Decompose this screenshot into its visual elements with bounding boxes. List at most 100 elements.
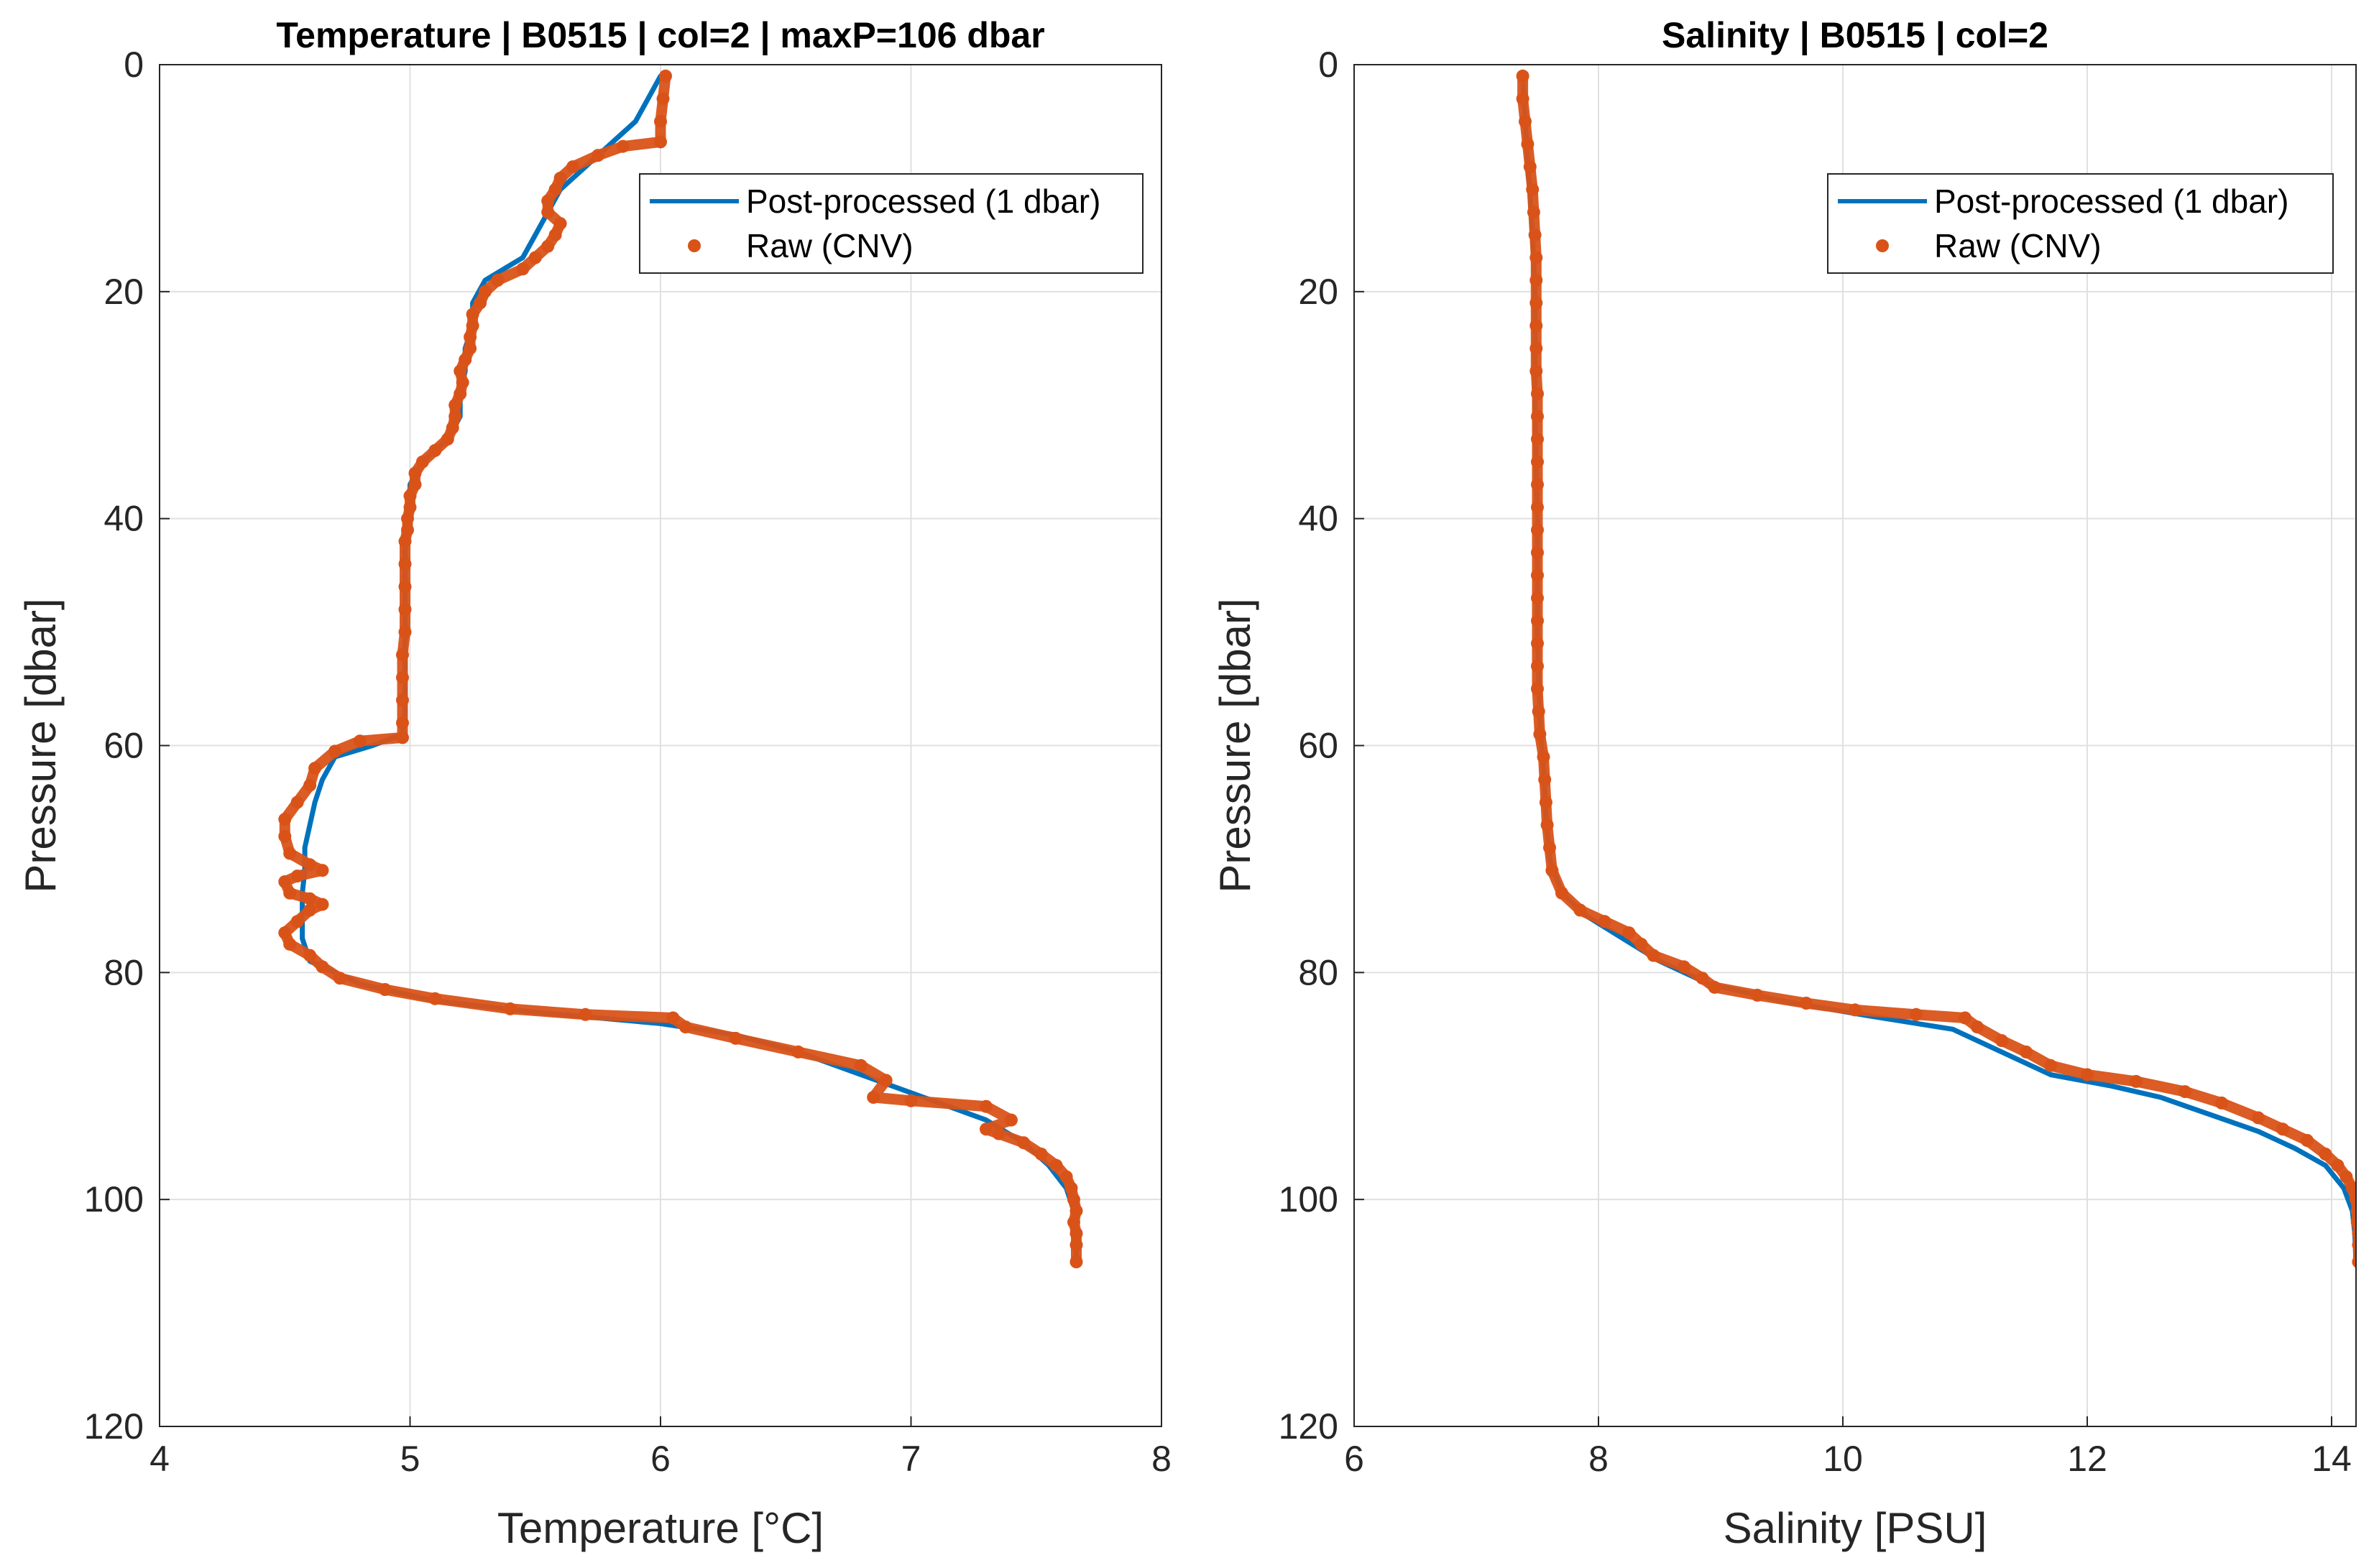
salinity-x-tick-label: 10	[1823, 1439, 1863, 1479]
salinity-raw-data-point	[1545, 864, 1559, 877]
temperature-legend-dot-swatch	[688, 239, 701, 252]
temperature-y-tick-label: 40	[103, 499, 144, 539]
temperature-raw-data-point	[1049, 1158, 1063, 1172]
temperature-raw-data-point	[548, 228, 562, 241]
temperature-raw-data-point	[441, 433, 454, 446]
temperature-series-group	[278, 69, 1083, 1268]
salinity-raw-data-point	[1531, 660, 1544, 673]
temperature-raw-data-point	[1067, 1215, 1080, 1229]
temperature-raw-data-point	[541, 206, 555, 219]
salinity-raw-data-point	[1529, 296, 1543, 310]
salinity-legend-box	[1827, 173, 2334, 274]
salinity-y-axis-label: Pressure [dbar]	[1211, 598, 1259, 893]
salinity-raw-data-point	[2350, 1215, 2356, 1229]
temperature-raw-data-point	[278, 875, 292, 888]
salinity-raw-data-point	[1519, 115, 1532, 128]
temperature-raw-data-point	[1064, 1181, 1078, 1195]
temperature-x-tick-label: 4	[149, 1439, 170, 1479]
temperature-raw-data-point	[466, 308, 479, 321]
temperature-raw-data-point	[980, 1099, 993, 1113]
temperature-raw-data-point	[464, 341, 477, 355]
salinity-raw-data-point	[1800, 997, 1813, 1010]
temperature-raw-data-point	[548, 183, 562, 196]
temperature-grid	[159, 64, 1162, 1427]
salinity-raw-data-point	[1531, 546, 1544, 559]
temperature-raw-data-point	[278, 813, 292, 826]
temperature-raw-data-point	[479, 285, 492, 298]
temperature-raw-data-point	[428, 992, 442, 1005]
temperature-raw-data-point	[316, 898, 329, 911]
salinity-raw-data-point	[1959, 1011, 1972, 1025]
temperature-raw-data-point	[448, 410, 462, 423]
temperature-raw-data-point	[654, 135, 667, 149]
temperature-raw-data-point	[303, 858, 317, 872]
temperature-raw-data-point	[415, 455, 429, 469]
temperature-raw-data-point	[541, 239, 555, 253]
temperature-plot-area	[278, 69, 1083, 1268]
salinity-raw-data-point	[1531, 523, 1544, 537]
salinity-raw-data-point	[1647, 949, 1660, 962]
salinity-raw-data-point	[1516, 69, 1529, 83]
temperature-raw-data-point	[290, 795, 304, 809]
temperature-raw-data-point	[278, 926, 292, 940]
salinity-raw-data-point	[2340, 1170, 2353, 1184]
temperature-legend-entry-raw: Raw (CNV)	[746, 227, 914, 264]
salinity-raw-data-point	[1531, 455, 1544, 469]
temperature-raw-data-point	[283, 937, 297, 951]
temperature-raw-data-point	[303, 903, 317, 917]
temperature-raw-data-point	[401, 523, 414, 537]
temperature-raw-data-point	[408, 478, 422, 492]
temperature-raw-data-point	[378, 983, 392, 996]
salinity-raw-data-point	[2276, 1122, 2289, 1136]
salinity-legend-entry-post-processed: Post-processed (1 dbar)	[1934, 183, 2288, 220]
temperature-raw-data-point	[466, 319, 479, 333]
salinity-raw-data-point	[1598, 915, 1611, 928]
salinity-raw-data-point	[1531, 682, 1544, 696]
salinity-raw-data-point	[1910, 1007, 1923, 1021]
salinity-raw-data-point	[1531, 410, 1544, 423]
temperature-x-tick-label: 7	[901, 1439, 921, 1479]
salinity-raw-data-point	[1696, 972, 1709, 985]
salinity-raw-data-point	[1531, 478, 1544, 492]
salinity-raw-data-point	[2179, 1085, 2191, 1099]
temperature-raw-data-point	[516, 262, 530, 276]
temperature-raw-data-point	[1069, 1238, 1083, 1252]
temperature-raw-data-point	[992, 1127, 1006, 1140]
salinity-raw-data-point	[1529, 319, 1543, 333]
salinity-raw-data-point	[1543, 841, 1556, 854]
temperature-raw-data-point	[408, 466, 422, 480]
temperature-raw-data-point	[656, 92, 670, 106]
salinity-raw-data-point	[1751, 988, 1764, 1002]
salinity-raw-data-point	[1531, 387, 1544, 400]
temperature-raw-data-point	[854, 1059, 868, 1072]
salinity-raw-data-point	[2352, 1238, 2356, 1251]
salinity-raw-data-point	[2081, 1068, 2094, 1082]
temperature-title: Temperature | B0515 | col=2 | maxP=106 d…	[276, 15, 1044, 56]
temperature-raw-data-point	[396, 670, 409, 684]
temperature-raw-data-point	[566, 160, 579, 174]
salinity-raw-data-point	[1529, 341, 1543, 355]
temperature-raw-data-point	[503, 1002, 517, 1015]
temperature-raw-data-point	[398, 535, 412, 548]
temperature-raw-data-point	[579, 1007, 592, 1021]
salinity-legend: Post-processed (1 dbar) Raw (CNV)	[1827, 173, 2334, 274]
temperature-raw-data-point	[541, 194, 555, 208]
salinity-raw-data-point	[1971, 1020, 1984, 1034]
salinity-x-axis-label: Salinity [PSU]	[1724, 1504, 1987, 1552]
salinity-raw-data-point	[1849, 1003, 1862, 1017]
temperature-y-tick-label: 60	[103, 726, 144, 766]
temperature-raw-data-point	[396, 716, 409, 729]
temperature-raw-data-point	[316, 960, 329, 974]
temperature-raw-data-point	[1069, 1204, 1083, 1217]
salinity-raw-data-point	[2301, 1134, 2314, 1147]
salinity-raw-data-point	[2319, 1148, 2332, 1161]
temperature-legend: Post-processed (1 dbar) Raw (CNV)	[639, 173, 1144, 274]
temperature-y-tick-label: 120	[84, 1406, 144, 1447]
salinity-raw-data-point	[2331, 1158, 2345, 1172]
temperature-raw-data-point	[528, 251, 542, 264]
salinity-raw-data-point	[1528, 228, 1542, 241]
temperature-raw-data-point	[459, 353, 472, 366]
temperature-raw-data-point	[1004, 1113, 1018, 1127]
temperature-raw-data-point	[308, 762, 322, 775]
